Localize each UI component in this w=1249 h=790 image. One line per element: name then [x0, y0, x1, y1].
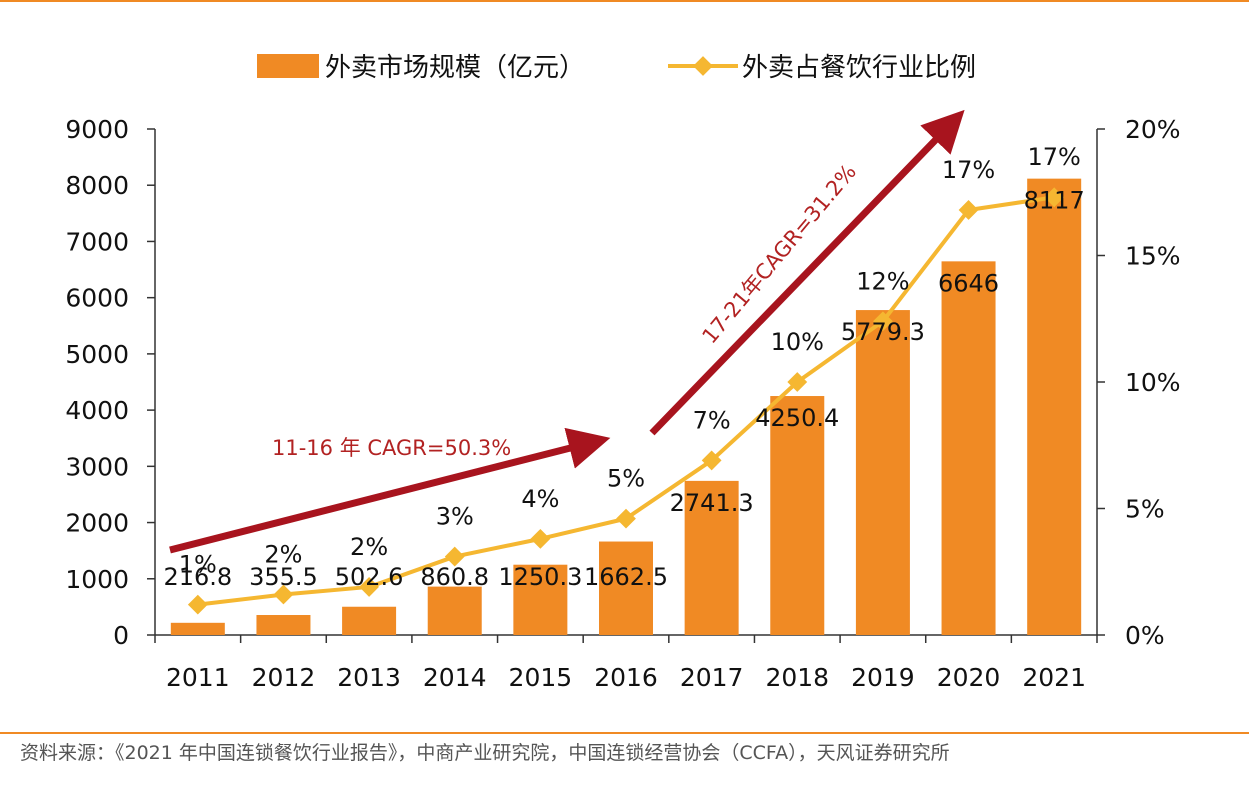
bar-value-label: 502.6 — [335, 563, 404, 591]
x-tick-label: 2011 — [166, 663, 230, 692]
bar-value-label: 6646 — [938, 269, 999, 297]
chart: 外卖市场规模（亿元） 外卖占餐饮行业比例 0 1000 2000 3000 4000 50… — [65, 53, 1181, 692]
x-tick-label: 2012 — [252, 663, 316, 692]
bottom-rule — [0, 732, 1249, 734]
share-value-label: 4% — [521, 485, 559, 513]
bar-value-label: 1662.5 — [584, 563, 668, 591]
right-tick-label: 20% — [1125, 115, 1181, 144]
share-point — [701, 450, 722, 471]
share-point — [873, 311, 893, 332]
share-value-label: 7% — [693, 406, 731, 434]
cagr-arrow-2011-2016 — [169, 427, 611, 554]
bar-value-label: 216.8 — [163, 563, 232, 591]
top-rule — [0, 0, 1249, 2]
bar — [1027, 178, 1082, 635]
bar-value-label: 5779.3 — [841, 318, 925, 346]
left-tick-label: 8000 — [65, 171, 129, 200]
bar — [770, 396, 825, 635]
bar-value-label: 1250.3 — [498, 563, 582, 591]
x-tick-label: 2014 — [423, 663, 487, 692]
share-point — [444, 546, 465, 567]
share-value-label: 2% — [264, 541, 302, 569]
bar — [513, 564, 568, 635]
source-note: 资料来源：《2021 年中国连锁餐饮行业报告》，中商产业研究院，中国连锁经营协会… — [20, 742, 950, 764]
left-tick-label: 6000 — [65, 284, 129, 313]
x-tick-label: 2017 — [680, 663, 744, 692]
left-tick-label: 2000 — [65, 509, 129, 538]
right-tick-label: 5% — [1125, 495, 1165, 524]
left-tick-label: 0 — [113, 621, 129, 650]
left-tick-label: 5000 — [65, 340, 129, 369]
cagr-annotation-2011-2016: 11-16 年 CAGR=50.3% — [272, 436, 511, 460]
left-tick-label: 7000 — [65, 227, 129, 256]
x-tick-label: 2020 — [937, 663, 1001, 692]
share-value-label: 1% — [179, 551, 217, 579]
bar-value-label: 4250.4 — [755, 404, 839, 432]
x-tick-label: 2018 — [765, 663, 829, 692]
share-point — [1044, 187, 1065, 208]
share-value-label: 12% — [856, 267, 909, 295]
share-value-label: 2% — [350, 533, 388, 561]
share-point — [273, 584, 294, 605]
bar — [855, 310, 910, 635]
x-tick-label: 2015 — [509, 663, 573, 692]
bar — [427, 586, 482, 635]
share-point — [530, 528, 551, 549]
cagr-arrow-2017-2021 — [649, 109, 965, 436]
legend-swatch-marker — [693, 56, 713, 76]
bar-value-label: 355.5 — [249, 563, 318, 591]
bar — [256, 615, 311, 635]
x-tick-label: 2013 — [337, 663, 401, 692]
right-tick-label: 0% — [1125, 621, 1165, 650]
share-value-label: 5% — [607, 465, 645, 493]
share-value-label: 10% — [771, 328, 824, 356]
x-tick-label: 2019 — [851, 663, 915, 692]
cagr-annotation-2017-2021: 17-21年CAGR=31.2% — [697, 160, 861, 348]
x-tick-label: 2016 — [594, 663, 658, 692]
legend-label-line: 外卖占餐饮行业比例 — [742, 53, 976, 83]
bar-value-label: 860.8 — [420, 563, 489, 591]
bar — [599, 541, 653, 635]
bar — [684, 480, 739, 635]
share-value-label: 17% — [1028, 143, 1081, 171]
left-tick-label: 4000 — [65, 396, 129, 425]
right-tick-label: 15% — [1125, 242, 1181, 271]
share-point — [787, 372, 808, 392]
legend-swatch-bar — [257, 54, 319, 78]
left-tick-label: 3000 — [65, 452, 129, 481]
left-tick-label: 1000 — [65, 565, 129, 594]
left-tick-label: 9000 — [65, 115, 129, 144]
bar-value-label: 8117 — [1024, 187, 1085, 215]
bar-value-label: 2741.3 — [670, 489, 754, 517]
right-tick-label: 10% — [1125, 368, 1181, 397]
legend-label-bar: 外卖市场规模（亿元） — [325, 53, 585, 83]
bar — [941, 261, 996, 635]
x-tick-label: 2021 — [1022, 663, 1086, 692]
bar — [342, 606, 397, 635]
share-point — [187, 594, 208, 615]
share-value-label: 17% — [942, 156, 995, 184]
share-value-label: 3% — [436, 503, 474, 531]
share-point — [359, 577, 379, 597]
bar — [170, 622, 225, 635]
